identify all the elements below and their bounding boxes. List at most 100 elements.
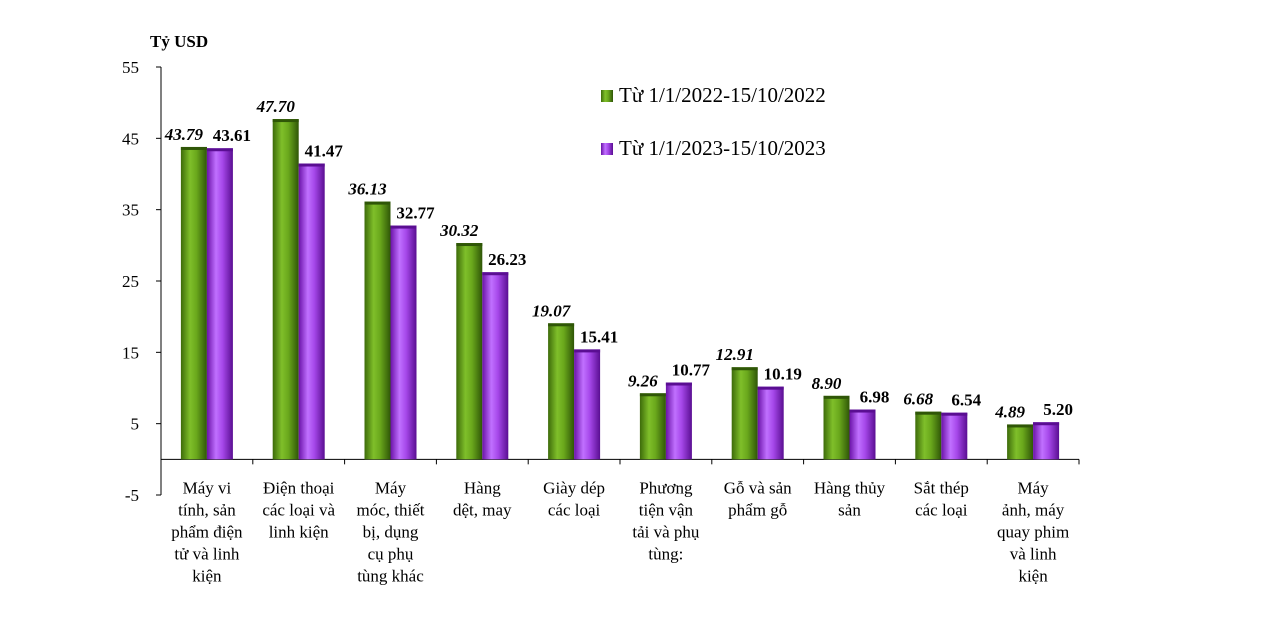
bar-top-edge [298, 163, 325, 167]
category-label: Hàng dệt, may [453, 478, 512, 519]
category-label-line: dệt, may [453, 500, 512, 519]
bar-2022 [639, 393, 666, 460]
category-label-line: phẩm gỗ [728, 500, 787, 519]
bar-2022 [548, 323, 575, 460]
category-label: Máy vi tính, sản phẩm điện tử và linh kiện [171, 478, 243, 585]
category-label-line: kiện [1018, 566, 1048, 585]
category-label-line: Gỗ và sản [724, 478, 792, 497]
bar-top-edge [1033, 422, 1060, 426]
y-tick-label: -5 [125, 486, 139, 505]
legend-label: Từ 1/1/2022-15/10/2022 [619, 83, 826, 107]
bar-top-edge [941, 412, 968, 416]
data-label: 36.13 [347, 180, 387, 199]
category-label-line: Máy [375, 478, 407, 497]
bar-top-edge [823, 395, 850, 399]
bar-2022 [731, 367, 758, 460]
data-label: 30.32 [439, 221, 479, 240]
y-tick-label: 35 [122, 201, 139, 220]
category-label-line: quay phim [997, 522, 1069, 541]
bar-2023 [1033, 422, 1060, 460]
category-label-line: tùng khác [357, 566, 424, 585]
category-label-line: tải và phụ [632, 522, 700, 541]
category-label: Giày dép các loại [543, 478, 605, 519]
bar-top-edge [364, 201, 391, 205]
category-label-line: kiện [192, 566, 222, 585]
category-label-line: tiện vận [639, 500, 694, 519]
data-label: 43.61 [213, 126, 251, 145]
category-label-line: Hàng [464, 478, 501, 497]
bar-top-edge [639, 393, 666, 397]
category-label-line: tính, sản [178, 500, 236, 519]
bar-2022 [915, 411, 942, 460]
bar-2023 [757, 386, 784, 460]
data-label: 10.19 [764, 365, 802, 384]
category-label-line: Hàng thủy [814, 478, 886, 497]
category-label-line: cụ phụ [368, 544, 414, 563]
bar-2023 [390, 225, 417, 460]
bar-top-edge [482, 272, 509, 276]
category-label-line: phẩm điện [171, 522, 243, 541]
category-label-line: Phương [639, 478, 693, 497]
bar-2022 [364, 201, 391, 460]
category-label-line: Giày dép [543, 478, 605, 497]
category-label-line: tử và linh [174, 544, 239, 563]
bar-2023 [206, 148, 233, 460]
bar-top-edge [1007, 424, 1034, 428]
data-label: 6.68 [903, 390, 933, 409]
bar-top-edge [915, 411, 942, 415]
bar-top-edge [548, 323, 575, 327]
category-label: Sắt thép các loại [914, 478, 969, 519]
category-label-line: Sắt thép [914, 478, 969, 497]
data-label: 10.77 [672, 361, 711, 380]
category-label-line: bị, dụng [363, 522, 419, 541]
legend-label: Từ 1/1/2023-15/10/2023 [619, 136, 826, 160]
bar-2022 [456, 243, 483, 460]
bar-top-edge [757, 386, 784, 390]
category-label-line: Điện thoại [263, 478, 335, 497]
data-label: 5.20 [1043, 400, 1073, 419]
legend-swatch [601, 143, 613, 155]
category-label-line: các loại và [262, 500, 335, 519]
bar-2022 [180, 146, 207, 460]
legend-swatch [601, 90, 613, 102]
data-label: 12.91 [716, 345, 754, 364]
category-label: Điện thoại các loại và linh kiện [262, 478, 335, 541]
bar-top-edge [849, 409, 876, 413]
category-label-line: Máy vi [183, 478, 232, 497]
category-label-line: móc, thiết [357, 500, 425, 519]
category-label-line: sản [838, 500, 861, 519]
category-label-line: các loại [548, 500, 601, 519]
category-label: Hàng thủy sản [814, 478, 886, 519]
bar-2023 [574, 349, 601, 460]
bar-top-edge [180, 146, 207, 150]
bar-2023 [849, 409, 876, 460]
category-label-line: và linh [1010, 544, 1057, 563]
bar-2022 [823, 395, 850, 460]
category-label: Máy ảnh, máy quay phim và linh kiện [997, 478, 1069, 585]
data-label: 41.47 [305, 142, 344, 161]
category-label-line: linh kiện [269, 522, 329, 541]
data-label: 4.89 [994, 402, 1025, 421]
data-label: 43.79 [164, 125, 204, 144]
data-label: 8.90 [812, 374, 842, 393]
category-label-line: ảnh, máy [1002, 500, 1065, 519]
data-label: 47.70 [256, 97, 296, 116]
category-label-line: các loại [915, 500, 968, 519]
bar-2022 [272, 119, 299, 460]
bar-top-edge [456, 243, 483, 247]
bar-top-edge [731, 367, 758, 371]
data-label: 32.77 [396, 204, 435, 223]
category-label: Máy móc, thiết bị, dụng cụ phụ tùng khác [357, 478, 425, 585]
data-label: 26.23 [488, 250, 526, 269]
bar-top-edge [206, 148, 233, 152]
bar-2023 [298, 163, 325, 460]
bar-top-edge [574, 349, 601, 353]
bar-2023 [482, 272, 509, 460]
data-label: 6.54 [951, 391, 981, 410]
data-label: 15.41 [580, 327, 618, 346]
y-tick-label: 45 [122, 129, 139, 148]
category-label: Phương tiện vận tải và phụ tùng: [632, 478, 700, 563]
bar-top-edge [665, 382, 692, 386]
y-tick-label: 55 [122, 58, 139, 77]
